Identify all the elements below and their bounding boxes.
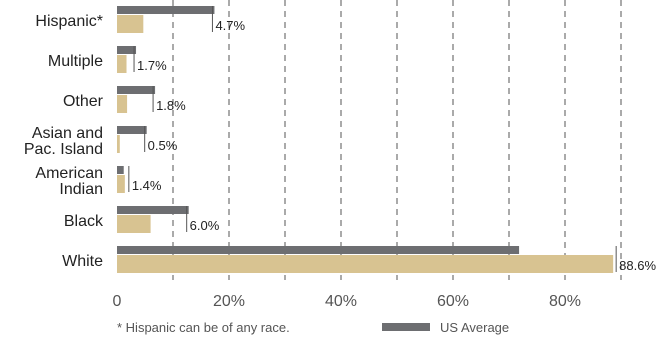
data-label: 1.7% (137, 58, 167, 73)
category-label: White (62, 253, 103, 270)
category-label: Asian and Pac. Island (24, 125, 103, 158)
data-label: 4.7% (215, 18, 245, 33)
bar-state (117, 255, 614, 273)
category-label: Multiple (48, 53, 103, 70)
bar-us-average (117, 206, 189, 214)
legend: US Average (382, 320, 509, 335)
category-label: Hispanic* (35, 13, 103, 30)
x-tick-label: 80% (549, 293, 581, 310)
bar-us-average (117, 166, 124, 174)
data-label: 0.5% (148, 138, 178, 153)
bar-state (117, 215, 151, 233)
bar-state (117, 175, 125, 193)
data-label: 6.0% (190, 218, 220, 233)
bar-us-average (117, 246, 520, 254)
category-labels: Hispanic* Multiple Other Asian and Pac. Isla… (24, 13, 104, 270)
legend-swatch-us-average (382, 323, 430, 331)
x-tick-label: 0 (113, 293, 122, 310)
bar-us-average (117, 46, 137, 54)
bars (117, 6, 614, 273)
x-tick-label: 40% (325, 293, 357, 310)
data-label: 88.6% (619, 258, 656, 273)
bar-state (117, 55, 127, 73)
legend-label-us-average: US Average (440, 320, 509, 335)
bar-us-average (117, 126, 147, 134)
data-labels: 4.7% 1.7% 1.8% 0.5% 1.4% 6.0% 88.6% (128, 6, 656, 273)
x-tick-label: 20% (213, 293, 245, 310)
bar-state (117, 15, 144, 33)
x-axis-ticks: 0 20% 40% 60% 80% (113, 293, 581, 310)
x-tick-label: 60% (437, 293, 469, 310)
bar-us-average (117, 6, 215, 14)
category-label: American Indian (35, 165, 103, 198)
category-label: Other (63, 93, 104, 110)
bar-state (117, 135, 120, 153)
footnote: * Hispanic can be of any race. (117, 320, 290, 335)
data-label: 1.8% (156, 98, 186, 113)
category-label: Black (64, 213, 104, 230)
data-label: 1.4% (132, 178, 162, 193)
bar-us-average (117, 86, 156, 94)
bar-state (117, 95, 128, 113)
gridlines (172, 0, 622, 280)
